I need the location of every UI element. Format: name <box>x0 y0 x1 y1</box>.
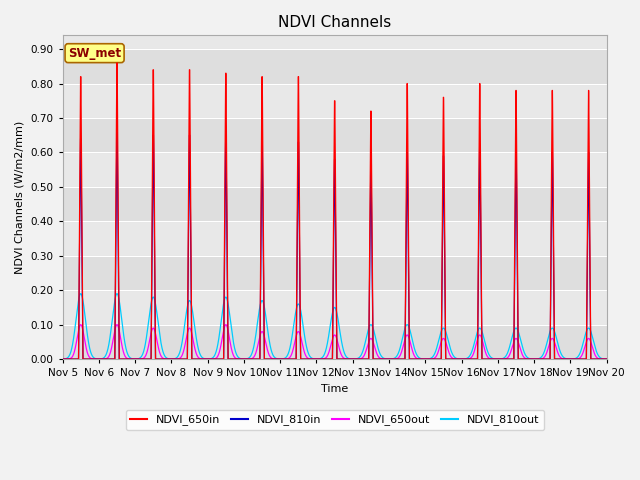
Bar <box>63 49 607 84</box>
Text: SW_met: SW_met <box>68 47 121 60</box>
X-axis label: Time: Time <box>321 384 348 394</box>
Legend: NDVI_650in, NDVI_810in, NDVI_650out, NDVI_810out: NDVI_650in, NDVI_810in, NDVI_650out, NDV… <box>125 410 544 430</box>
Bar <box>63 118 607 153</box>
Bar <box>63 324 607 359</box>
Bar <box>63 256 607 290</box>
Title: NDVI Channels: NDVI Channels <box>278 15 391 30</box>
Bar <box>63 187 607 221</box>
Y-axis label: NDVI Channels (W/m2/mm): NDVI Channels (W/m2/mm) <box>15 120 25 274</box>
